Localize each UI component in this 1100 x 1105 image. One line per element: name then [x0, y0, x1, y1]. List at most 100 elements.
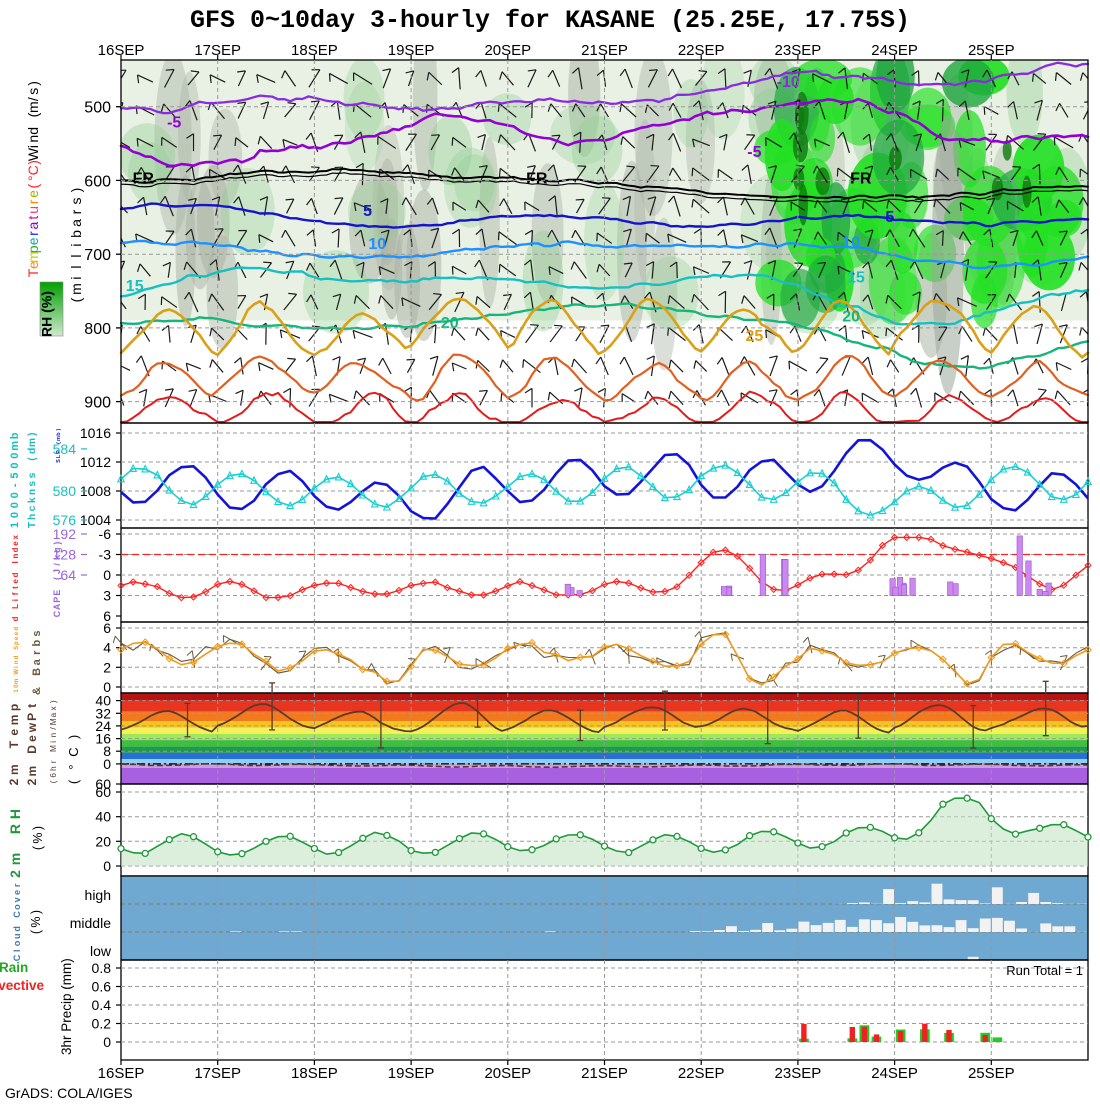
- svg-text:GFS 0~10day 3-hourly for KASAN: GFS 0~10day 3-hourly for KASANE (25.25E,…: [190, 6, 910, 35]
- svg-text:tal / Rain: tal / Rain: [0, 960, 28, 975]
- svg-text:t: t: [25, 216, 41, 220]
- svg-text:i: i: [68, 276, 84, 279]
- svg-text:%: %: [31, 832, 45, 843]
- svg-text:b: b: [9, 432, 21, 439]
- svg-text:(: (: [52, 577, 62, 580]
- svg-text:0: 0: [9, 502, 21, 508]
- svg-text:n: n: [14, 660, 20, 664]
- svg-text:b: b: [31, 639, 43, 646]
- svg-text:0: 0: [9, 512, 21, 518]
- svg-text:H: H: [7, 809, 23, 819]
- svg-text:d: d: [25, 127, 41, 135]
- svg-text:0.2: 0.2: [92, 1016, 112, 1032]
- svg-text:n: n: [27, 489, 38, 495]
- svg-text:15: 15: [126, 278, 144, 295]
- svg-text:r: r: [48, 760, 58, 763]
- svg-text:-6: -6: [99, 526, 112, 542]
- svg-text:s: s: [25, 88, 41, 95]
- svg-text:15: 15: [847, 269, 865, 286]
- svg-text:d: d: [11, 572, 20, 577]
- svg-text:e: e: [11, 578, 20, 583]
- svg-text:1016: 1016: [80, 425, 111, 441]
- svg-text:): ): [29, 910, 43, 914]
- svg-text:-: -: [9, 483, 21, 487]
- svg-text:M: M: [48, 745, 58, 752]
- svg-text:C: C: [52, 610, 62, 617]
- svg-text:m: m: [27, 438, 38, 447]
- svg-text:20: 20: [441, 315, 459, 332]
- svg-text:): ): [48, 700, 58, 703]
- svg-text:2: 2: [103, 659, 111, 675]
- svg-text:): ): [31, 826, 45, 830]
- svg-text:2: 2: [7, 778, 21, 785]
- svg-text:m: m: [7, 764, 21, 775]
- svg-text:5: 5: [9, 472, 21, 478]
- svg-text:w: w: [25, 722, 39, 733]
- svg-text:5: 5: [885, 209, 894, 226]
- svg-text:40: 40: [95, 809, 111, 825]
- svg-text:C: C: [12, 911, 22, 918]
- svg-text:t: t: [25, 704, 39, 708]
- svg-text:6: 6: [103, 620, 111, 636]
- svg-text:600: 600: [84, 173, 111, 190]
- svg-text:500: 500: [84, 100, 111, 117]
- svg-text:-10: -10: [777, 74, 800, 91]
- svg-text:L: L: [11, 604, 20, 609]
- svg-text:T: T: [27, 521, 38, 528]
- svg-text:l: l: [12, 949, 22, 952]
- svg-text:p: p: [14, 641, 20, 645]
- svg-text:C: C: [25, 165, 41, 175]
- svg-text:r: r: [68, 209, 84, 214]
- svg-text:-5: -5: [747, 144, 761, 161]
- svg-text:0.6: 0.6: [92, 979, 112, 995]
- svg-text:d: d: [11, 547, 20, 552]
- svg-text:n: n: [48, 733, 58, 738]
- svg-text:b: b: [68, 230, 84, 238]
- svg-text:25: 25: [746, 328, 764, 345]
- svg-text:16SEP: 16SEP: [98, 1065, 145, 1082]
- svg-text:0: 0: [103, 858, 111, 874]
- svg-text:s: s: [31, 631, 43, 637]
- svg-text:5: 5: [363, 203, 372, 220]
- svg-text:r: r: [25, 231, 41, 236]
- svg-text:P: P: [52, 597, 62, 603]
- svg-text:P: P: [25, 713, 39, 721]
- svg-text:i: i: [68, 243, 84, 246]
- svg-text:580: 580: [53, 483, 77, 499]
- svg-text:m: m: [7, 853, 23, 865]
- svg-text:%: %: [29, 916, 43, 927]
- svg-text:3hr Precip (mm): 3hr Precip (mm): [59, 958, 74, 1055]
- svg-text:A: A: [52, 603, 62, 610]
- svg-text:S: S: [56, 459, 62, 463]
- svg-text:20: 20: [95, 833, 111, 849]
- svg-text:W: W: [25, 147, 41, 161]
- svg-text:10: 10: [842, 235, 860, 252]
- svg-text:C: C: [66, 747, 81, 756]
- svg-text:2: 2: [25, 778, 39, 785]
- svg-text:o: o: [12, 940, 22, 946]
- svg-text:GrADS: COLA/IGES: GrADS: COLA/IGES: [5, 1085, 133, 1100]
- svg-text:-3: -3: [99, 547, 112, 563]
- svg-text:p: p: [25, 245, 41, 253]
- svg-text:64: 64: [60, 567, 76, 583]
- svg-text:m: m: [56, 436, 62, 441]
- svg-text:): ): [68, 188, 84, 193]
- svg-text:FR: FR: [526, 171, 548, 188]
- svg-text:u: u: [12, 933, 22, 939]
- svg-text:4: 4: [103, 640, 111, 656]
- svg-text:24SEP: 24SEP: [871, 1065, 918, 1082]
- svg-text:a: a: [25, 221, 41, 229]
- svg-text:0: 0: [9, 463, 21, 469]
- svg-text:FR: FR: [850, 171, 872, 188]
- svg-text:(: (: [27, 457, 38, 461]
- svg-text:n: n: [25, 135, 41, 143]
- svg-text:°: °: [66, 764, 81, 769]
- svg-text:E: E: [52, 590, 62, 596]
- svg-text:(: (: [48, 780, 58, 783]
- svg-text:(: (: [25, 183, 41, 188]
- svg-text:d: d: [27, 448, 38, 454]
- svg-text:f: f: [11, 592, 20, 595]
- svg-text:P: P: [56, 450, 62, 454]
- svg-text:): ): [25, 81, 41, 86]
- svg-text:h: h: [48, 766, 58, 771]
